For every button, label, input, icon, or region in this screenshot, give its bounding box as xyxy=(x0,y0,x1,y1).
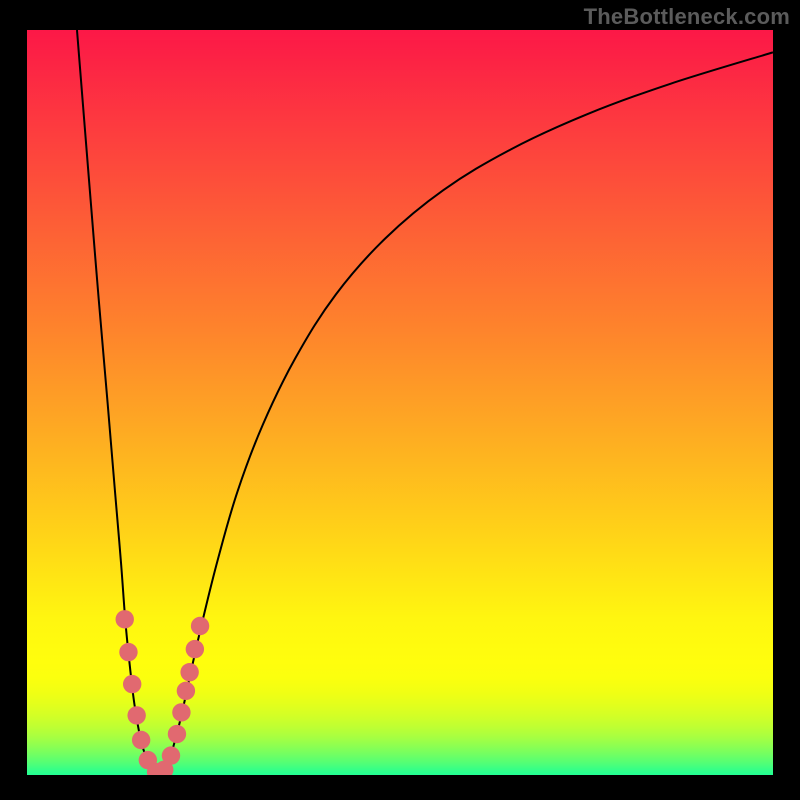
marker-dot xyxy=(172,703,190,721)
marker-dot xyxy=(123,675,141,693)
markers-group xyxy=(116,610,210,775)
chart-overlay xyxy=(27,30,773,775)
marker-dot xyxy=(168,725,186,743)
marker-dot xyxy=(132,731,150,749)
curve-left-branch xyxy=(77,30,159,775)
marker-dot xyxy=(162,746,180,764)
curve-right-branch xyxy=(159,52,773,775)
figure-root: TheBottleneck.com xyxy=(0,0,800,800)
plot-area xyxy=(27,30,773,775)
marker-dot xyxy=(127,706,145,724)
marker-dot xyxy=(186,640,204,658)
marker-dot xyxy=(116,610,134,628)
marker-dot xyxy=(191,617,209,635)
watermark-text: TheBottleneck.com xyxy=(584,4,790,30)
marker-dot xyxy=(177,682,195,700)
marker-dot xyxy=(180,663,198,681)
marker-dot xyxy=(119,643,137,661)
